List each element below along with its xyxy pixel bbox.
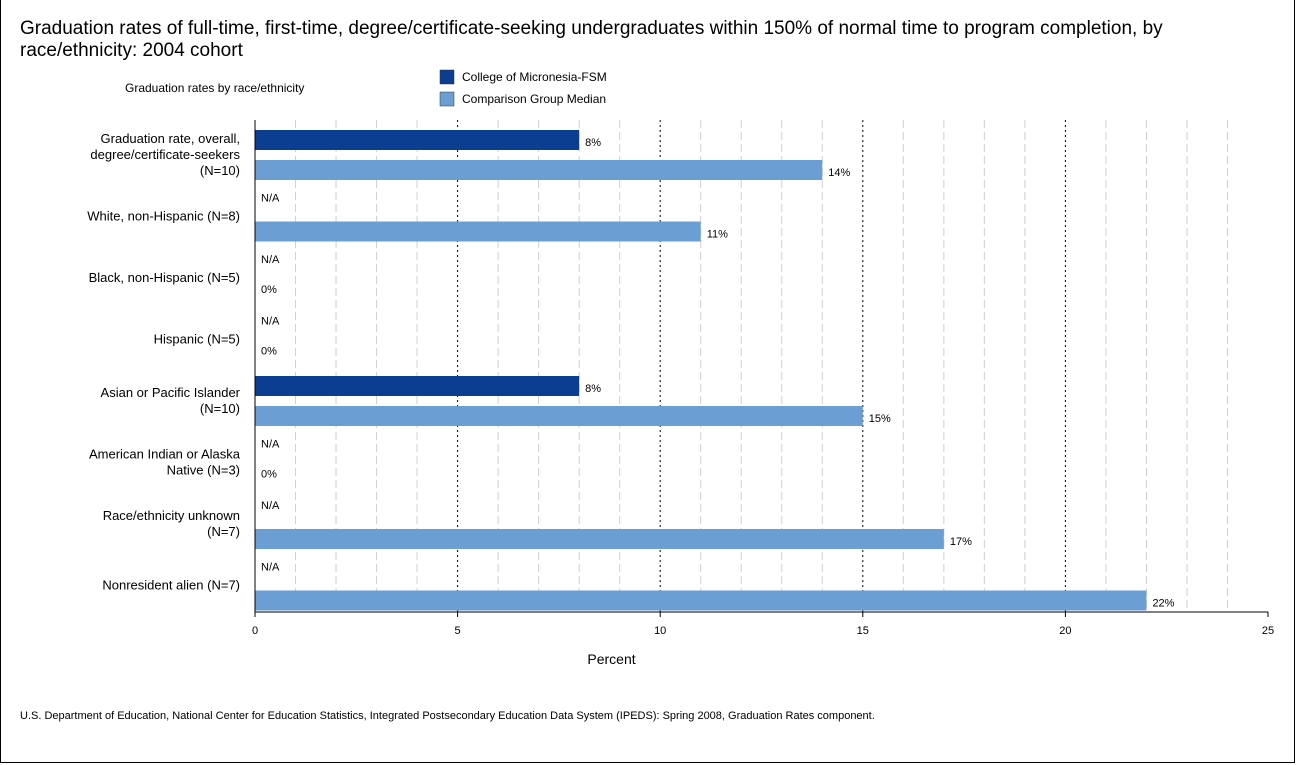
bar-comparison (255, 590, 1147, 611)
legend-title: Graduation rates by race/ethnicity (125, 81, 304, 95)
data-label: N/A (261, 316, 280, 328)
data-label: 0% (261, 284, 277, 296)
bar-institution (255, 130, 580, 150)
data-label: 17% (950, 536, 972, 548)
category-label-line: (N=10) (200, 163, 240, 178)
category-label: White, non-Hispanic (N=8) (87, 209, 240, 224)
x-tick-label: 20 (1059, 625, 1071, 637)
legend-label-2: Comparison Group Median (462, 92, 606, 106)
bar-comparison (255, 529, 944, 549)
source-note: U.S. Department of Education, National C… (20, 710, 875, 722)
x-tick-label: 0 (252, 625, 258, 637)
category-label-line: Asian or Pacific Islander (101, 385, 241, 400)
data-label: 11% (707, 229, 728, 241)
chart-title: Graduation rates of full-time, first-tim… (20, 18, 1163, 61)
data-label: 8% (585, 137, 601, 149)
category-label: Nonresident alien (N=7) (102, 578, 240, 593)
data-label: 0% (261, 346, 277, 358)
category-label-line: Hispanic (N=5) (154, 332, 240, 347)
data-label: 15% (869, 413, 891, 425)
data-label: 0% (261, 469, 277, 481)
data-label: 14% (828, 167, 850, 179)
data-label: N/A (261, 439, 280, 451)
category-label: American Indian or Alaska Native (N=3) (89, 447, 241, 478)
bar-comparison (255, 221, 701, 242)
x-axis-label: Percent (587, 651, 635, 667)
data-label: 22% (1152, 598, 1174, 610)
legend-label-1: College of Micronesia-FSM (462, 70, 607, 84)
category-label-line: Native (N=3) (167, 463, 240, 478)
category-label-line: Nonresident alien (N=7) (102, 578, 240, 593)
data-label: N/A (261, 254, 280, 266)
bar-institution (255, 376, 580, 396)
bar-comparison (255, 406, 863, 426)
category-label-line: degree/certificate-seekers (90, 147, 240, 162)
category-label-line: American Indian or Alaska (89, 447, 241, 462)
x-tick-label: 25 (1262, 625, 1274, 637)
category-label: Graduation rate, overall, degree/certific… (90, 131, 240, 178)
x-tick-label: 15 (857, 625, 869, 637)
legend-swatch-1 (439, 69, 455, 85)
category-label: Asian or Pacific Islander (N=10) (101, 385, 241, 416)
data-label: N/A (261, 562, 280, 574)
x-tick-label: 5 (455, 625, 461, 637)
data-label: 8% (585, 383, 601, 395)
category-label: Race/ethnicity unknown (N=7) (103, 508, 240, 539)
category-label: Hispanic (N=5) (154, 332, 240, 347)
category-label-line: (N=10) (200, 401, 240, 416)
category-label-line: Graduation rate, overall, (101, 131, 240, 146)
bar-comparison (255, 160, 823, 180)
category-label-line: Race/ethnicity unknown (103, 508, 240, 523)
category-label-line: White, non-Hispanic (N=8) (87, 209, 240, 224)
category-label: Black, non-Hispanic (N=5) (89, 270, 240, 285)
legend-swatch-2 (439, 91, 455, 107)
data-label: N/A (261, 500, 280, 512)
data-label: N/A (261, 193, 280, 205)
x-tick-label: 10 (654, 625, 666, 637)
category-label-line: (N=7) (207, 524, 240, 539)
category-label-line: Black, non-Hispanic (N=5) (89, 270, 240, 285)
